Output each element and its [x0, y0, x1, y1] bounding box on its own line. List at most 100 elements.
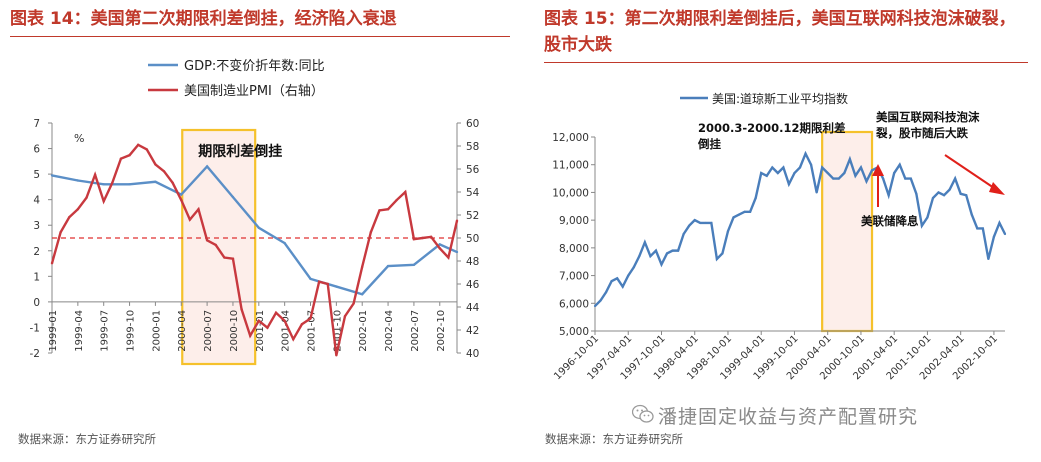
- dow-data-point: [593, 304, 597, 308]
- dow-data-point: [660, 263, 663, 266]
- pmi-data-point: [361, 265, 364, 268]
- dow-data-point: [865, 180, 868, 183]
- left-source-note: 数据来源：东方证券研究所: [18, 432, 156, 446]
- pmi-data-point: [136, 143, 140, 147]
- dow-data-point: [749, 210, 752, 213]
- dow-data-point: [915, 192, 918, 195]
- x-tick-label: 2002-01: [358, 310, 369, 352]
- right-title-rule: [544, 62, 1028, 63]
- dow-data-point: [837, 177, 840, 180]
- dow-data-point: [931, 196, 935, 200]
- dow-data-point: [826, 171, 829, 175]
- dow-data-point: [948, 188, 951, 191]
- pmi-data-point: [197, 208, 200, 211]
- dow-data-point: [760, 171, 763, 175]
- pmi-data-point: [93, 173, 97, 176]
- dow-data-point: [704, 221, 707, 225]
- pmi-data-point: [447, 256, 450, 259]
- inversion-highlight-box: [821, 130, 874, 333]
- pmi-data-point: [162, 170, 166, 173]
- left-y-tick-label: -2: [30, 348, 40, 360]
- left-y-tick-label: 7: [33, 118, 40, 130]
- dow-data-point: [682, 232, 685, 236]
- right-y-tick-label: 56: [466, 164, 480, 176]
- legend-gdp-label: GDP:不变价折年数:同比: [184, 58, 325, 74]
- dow-data-point: [787, 183, 791, 186]
- dow-data-point: [854, 174, 857, 177]
- pmi-data-point: [50, 262, 54, 265]
- dow-data-point: [870, 169, 874, 172]
- pmi-data-point: [378, 209, 381, 212]
- gdp-data-point: [205, 165, 209, 168]
- pmi-series-line: [50, 143, 459, 356]
- dow-data-point: [809, 163, 813, 166]
- dow-data-point: [616, 277, 619, 280]
- gdp-data-point: [102, 183, 105, 186]
- dow-data-point: [621, 285, 624, 288]
- pmi-data-point: [223, 256, 226, 259]
- dow-data-point: [688, 224, 691, 227]
- gdp-data-point: [50, 174, 54, 177]
- y-tick-label: 11,000: [552, 160, 589, 172]
- dow-data-point: [699, 221, 702, 225]
- range-annotation: 2000.3-2000.12期限利差倒挂: [697, 121, 846, 151]
- gdp-data-point: [412, 263, 416, 267]
- left-y-tick-label: 3: [33, 220, 40, 232]
- watermark-text: 潘捷固定收益与资产配置研究: [658, 406, 919, 428]
- pmi-data-point: [274, 311, 278, 314]
- dow-data-point: [632, 266, 635, 269]
- legend-pmi-label: 美国制造业PMI（右轴）: [184, 84, 324, 99]
- pmi-data-point: [188, 218, 192, 221]
- fed-cut-annotation: 美联储降息: [861, 214, 919, 228]
- x-tick-label: 1999-04: [74, 310, 85, 352]
- right-y-tick-label: 54: [466, 187, 480, 199]
- gdp-data-point: [361, 293, 364, 296]
- dow-data-point: [987, 257, 990, 261]
- gdp-data-point: [76, 179, 80, 182]
- x-tick-label: 2001-07: [307, 310, 318, 352]
- left-y-tick-label: 6: [33, 144, 40, 156]
- gdp-data-point: [231, 195, 235, 199]
- dow-data-point: [798, 166, 802, 169]
- pmi-data-point: [111, 181, 114, 184]
- gdp-data-point: [180, 193, 183, 196]
- right-y-tick-label: 44: [466, 302, 480, 314]
- dow-data-point: [887, 194, 890, 197]
- dow-data-point: [843, 171, 846, 175]
- right-y-tick-label: 48: [466, 256, 479, 268]
- dow-data-point: [937, 191, 940, 194]
- dow-data-point: [599, 299, 602, 302]
- x-tick-label: 2001-10: [332, 310, 343, 352]
- right-chart-title: 图表 15：第二次期限利差倒挂后，美国互联网科技泡沫破裂，股市大跌: [544, 9, 1016, 55]
- pmi-data-point: [59, 231, 62, 234]
- x-tick-label: 2000-10: [229, 310, 240, 352]
- inversion-highlight-box: [181, 128, 257, 366]
- gdp-data-point: [455, 250, 459, 254]
- pmi-data-point: [292, 338, 295, 341]
- right-y-tick-label: 50: [466, 233, 479, 245]
- pmi-data-point: [205, 239, 209, 242]
- dow-data-point: [643, 241, 646, 244]
- dow-data-point: [1003, 232, 1007, 236]
- right-chart: 5,000 6,000 7,000 8,000 9,000 10,000 11,000 12,…: [552, 91, 1007, 382]
- gdp-data-point: [309, 277, 312, 281]
- dow-data-point: [782, 166, 785, 169]
- dow-data-point: [604, 291, 608, 294]
- pmi-data-point: [68, 216, 71, 219]
- pmi-data-point: [309, 317, 312, 320]
- pmi-data-point: [421, 236, 424, 240]
- dow-data-point: [677, 249, 680, 252]
- pmi-data-point: [352, 302, 355, 305]
- dow-data-point: [743, 210, 746, 213]
- dow-data-point: [737, 213, 741, 216]
- dow-data-point: [693, 219, 696, 222]
- inversion-annotation: 期限利差倒挂: [198, 143, 282, 160]
- x-tick-label: 1999-01: [48, 310, 59, 352]
- dow-data-point: [965, 194, 968, 197]
- dow-data-point: [710, 221, 713, 225]
- dow-data-point: [754, 196, 757, 200]
- dow-data-point: [898, 163, 901, 166]
- pmi-data-point: [438, 247, 441, 250]
- pmi-data-point: [300, 323, 304, 326]
- bubble-burst-annotation: 美国互联网科技泡沫裂，股市随后大跌: [875, 110, 980, 140]
